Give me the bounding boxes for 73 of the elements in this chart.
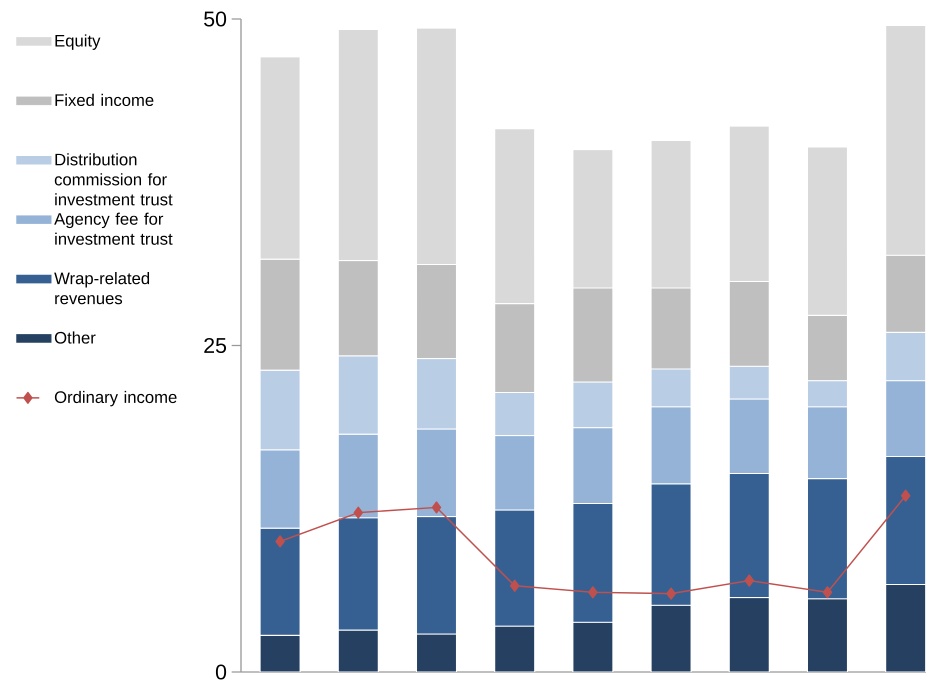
bar [885, 456, 926, 586]
bar [650, 140, 692, 289]
bar [260, 528, 301, 636]
legend-label: Equity [55, 34, 100, 50]
bar [728, 280, 770, 367]
point [666, 588, 676, 600]
bar [338, 28, 379, 262]
bar [728, 398, 770, 474]
bar [728, 472, 770, 598]
bar [572, 287, 614, 383]
bar [572, 622, 614, 672]
bar [260, 56, 301, 260]
bar [885, 24, 926, 256]
bar [416, 28, 458, 266]
bar [806, 314, 848, 382]
bar [260, 258, 301, 371]
point [354, 506, 364, 519]
bar [572, 427, 614, 504]
bar [806, 380, 848, 408]
bar [416, 516, 458, 635]
bar [494, 510, 536, 627]
bar [806, 406, 848, 480]
bar [728, 126, 770, 282]
bar [806, 478, 848, 600]
bar [494, 128, 536, 304]
bar [885, 254, 926, 333]
bar [650, 483, 692, 606]
legend-label: Fixed income [55, 94, 154, 106]
bar [416, 634, 458, 672]
bar [650, 406, 692, 484]
bar [494, 626, 536, 672]
bar [260, 370, 301, 450]
bar [494, 435, 536, 511]
bar [806, 146, 848, 316]
bar [260, 634, 301, 672]
y-tick-label: 25 [204, 338, 226, 354]
bar [650, 368, 692, 408]
legend-label: Other [54, 331, 96, 344]
bar [650, 287, 692, 370]
point [275, 535, 285, 548]
bar [885, 332, 926, 382]
bar [885, 380, 926, 458]
bar [338, 260, 379, 356]
legend-label: Distribution commission for investment trust [54, 153, 173, 206]
bar [416, 428, 458, 518]
point [432, 501, 442, 514]
bar [806, 598, 848, 672]
point [744, 574, 754, 587]
bar [338, 630, 379, 672]
bar [338, 517, 379, 631]
y-tick-label: 50 [204, 11, 226, 27]
bar [338, 355, 379, 435]
bar [728, 366, 770, 400]
bar [416, 264, 458, 360]
bar [728, 597, 770, 672]
bar [650, 604, 692, 672]
point [510, 580, 520, 592]
bar [260, 449, 301, 529]
bar [572, 382, 614, 428]
bar [572, 149, 614, 289]
legend-label: Agency fee for investment trust [54, 212, 173, 245]
bar [494, 303, 536, 394]
legend-label: Ordinary income [54, 390, 177, 406]
bar [416, 358, 458, 430]
bar [494, 392, 536, 436]
bar [885, 584, 926, 672]
point [900, 490, 910, 502]
legend-label: Wrap-related revenues [54, 272, 150, 304]
point [588, 586, 598, 598]
y-tick-label: 0 [216, 664, 226, 680]
point [822, 586, 832, 598]
bar [338, 434, 379, 518]
bar [572, 502, 614, 623]
